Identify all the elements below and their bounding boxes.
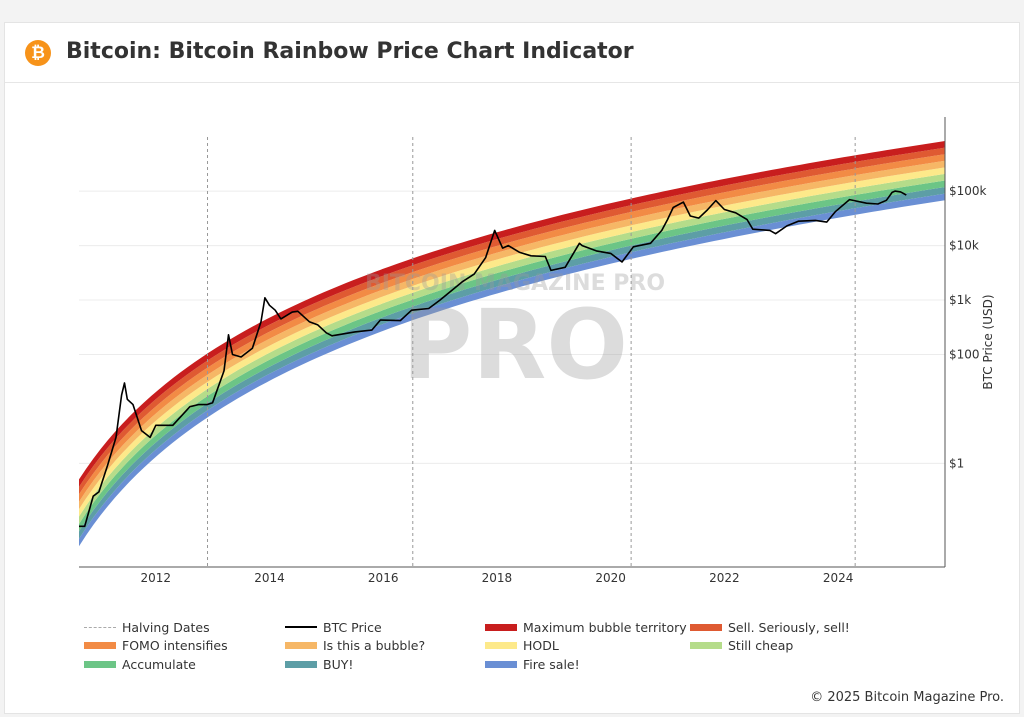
copyright: © 2025 Bitcoin Magazine Pro. <box>810 690 1004 705</box>
x-tick-label: 2014 <box>254 571 285 585</box>
legend-label: Sell. Seriously, sell! <box>728 619 850 635</box>
y-tick-label: $100 <box>949 347 980 361</box>
legend-swatch <box>285 641 317 649</box>
x-tick-label: 2012 <box>140 571 171 585</box>
legend-item[interactable]: FOMO intensifies <box>84 637 228 653</box>
chart-card: ₿ Bitcoin: Bitcoin Rainbow Price Chart I… <box>4 22 1020 714</box>
legend-swatch <box>485 623 517 631</box>
page-title: Bitcoin: Bitcoin Rainbow Price Chart Ind… <box>66 39 634 64</box>
y-tick-label: $10k <box>949 239 979 253</box>
legend-swatch <box>485 660 517 668</box>
legend-label: BUY! <box>323 656 354 672</box>
legend-label: BTC Price <box>323 619 382 635</box>
watermark-logo-text: BITCOIN MAGAZINE PRO <box>365 271 665 296</box>
legend-swatch <box>285 626 317 628</box>
y-tick-label: $1 <box>949 456 964 470</box>
legend-item[interactable]: Halving Dates <box>84 619 210 635</box>
legend-label: HODL <box>523 637 559 653</box>
y-tick-label: $1k <box>949 293 971 307</box>
legend-label: Is this a bubble? <box>323 637 426 653</box>
legend-item[interactable]: Accumulate <box>84 656 196 672</box>
legend-swatch <box>84 660 116 668</box>
watermark-logo: PRO <box>402 289 628 401</box>
legend-item[interactable]: Sell. Seriously, sell! <box>690 619 850 635</box>
x-tick-label: 2024 <box>823 571 854 585</box>
legend-label: Still cheap <box>728 637 794 653</box>
x-tick-label: 2020 <box>595 571 626 585</box>
legend-swatch <box>84 626 116 628</box>
y-axis-title: BTC Price (USD) <box>981 294 995 389</box>
legend-item[interactable]: Fire sale! <box>485 656 580 672</box>
chart-header: ₿ Bitcoin: Bitcoin Rainbow Price Chart I… <box>5 23 1019 83</box>
legend-swatch <box>285 660 317 668</box>
legend-item[interactable]: Is this a bubble? <box>285 637 425 653</box>
legend-swatch <box>690 641 722 649</box>
x-tick-label: 2018 <box>482 571 513 585</box>
y-tick-label: $100k <box>949 184 987 198</box>
legend-item[interactable]: HODL <box>485 637 559 653</box>
legend-label: Maximum bubble territory <box>523 619 687 635</box>
legend-label: Accumulate <box>122 656 196 672</box>
legend-label: Halving Dates <box>122 619 210 635</box>
legend-item[interactable]: Maximum bubble territory <box>485 619 687 635</box>
x-tick-label: 2022 <box>709 571 740 585</box>
legend-swatch <box>84 641 116 649</box>
x-tick-label: 2016 <box>368 571 399 585</box>
btc-price-line <box>79 190 907 528</box>
legend-swatch <box>690 623 722 631</box>
legend-swatch <box>485 641 517 649</box>
legend-item[interactable]: BTC Price <box>285 619 382 635</box>
legend-item[interactable]: Still cheap <box>690 637 793 653</box>
bitcoin-icon: ₿ <box>25 40 51 66</box>
legend-item[interactable]: BUY! <box>285 656 353 672</box>
legend-label: Fire sale! <box>523 656 580 672</box>
legend-label: FOMO intensifies <box>122 637 228 653</box>
